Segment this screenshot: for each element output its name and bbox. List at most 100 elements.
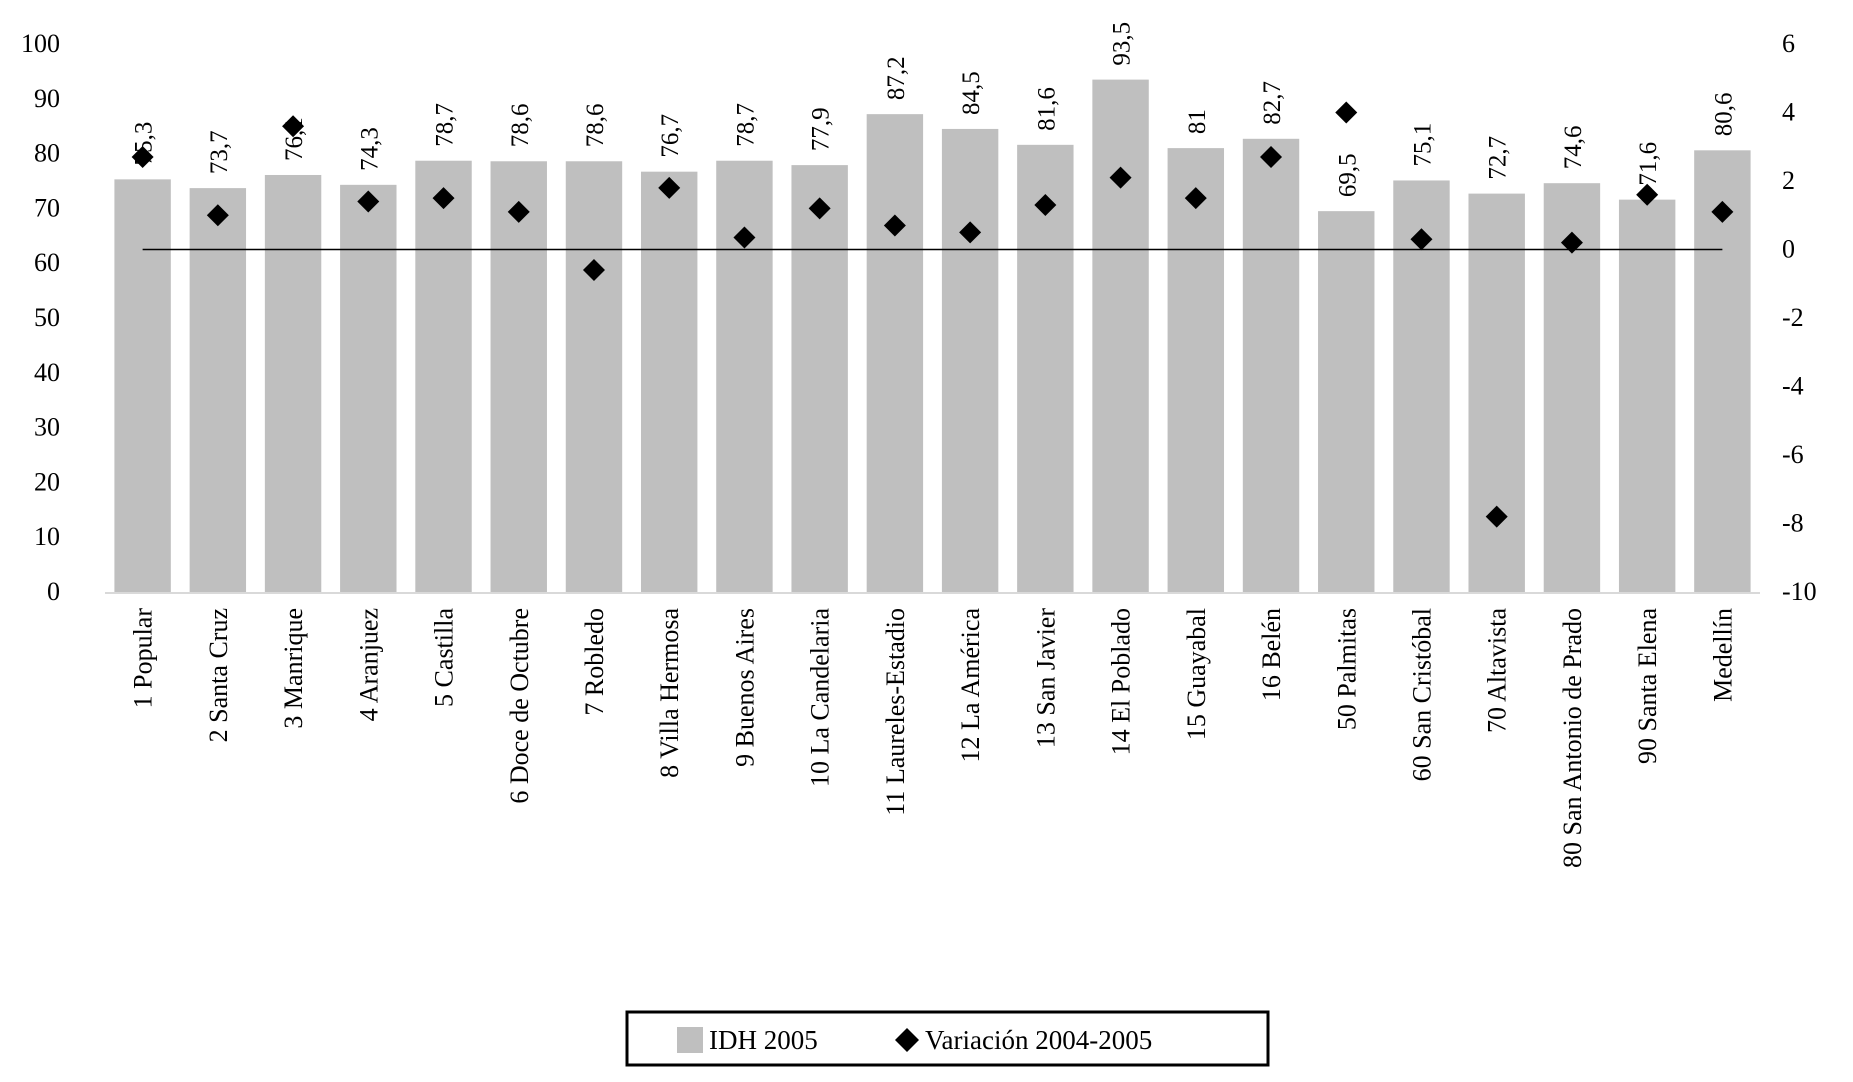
bar-data-label: 74,6 [1560,125,1587,169]
category-label: 3 Manrique [279,608,308,729]
bar-data-label: 81,6 [1033,87,1060,131]
bar-data-label: 82,7 [1259,81,1286,125]
legend-diamond-icon [895,1028,919,1052]
bar-4 [340,184,397,592]
bar-16 [1242,138,1300,592]
y2-tick-label: -6 [1782,440,1804,469]
legend: IDH 2005 Variación 2004-2005 [625,1010,1270,1067]
y-tick-label: 90 [34,84,60,113]
bar-15 [1167,148,1225,592]
bar-data-label: 78,7 [732,103,759,147]
bar-13 [1017,144,1074,592]
bar-data-label: 71,6 [1635,142,1662,186]
bar-7 [565,161,623,592]
y2-tick-label: 2 [1782,166,1795,195]
bar-9 [716,160,773,592]
diamond-marker-18 [1410,228,1433,251]
diamond-marker-20 [1560,231,1583,254]
y2-tick-label: -2 [1782,303,1804,332]
legend-bar-swatch [677,1027,703,1053]
diamond-marker-21 [1636,183,1659,206]
legend-label-variacion: Variación 2004-2005 [925,1025,1152,1055]
bar-19 [1468,193,1525,592]
bar-data-label: 69,5 [1334,153,1361,197]
legend-box [625,1010,1270,1067]
category-label: 9 Buenos Aires [730,608,759,767]
category-label: 8 Villa Hermosa [655,608,684,778]
bar-21 [1618,199,1676,592]
bar-10 [791,165,848,592]
category-label: 90 Santa Elena [1633,608,1662,764]
diamond-marker-12 [959,221,982,244]
y-tick-label: 80 [34,139,60,168]
diamond-marker-10 [808,197,831,220]
bar-6 [490,161,547,592]
bar-data-label: 74,3 [356,127,383,171]
y-tick-label: 50 [34,303,60,332]
bar-data-label: 75,3 [131,122,158,166]
y-tick-label: 100 [21,29,60,58]
bar-17 [1318,211,1375,592]
diamond-marker-11 [883,214,906,237]
category-label: 50 Palmitas [1332,608,1361,730]
y2-tick-label: -8 [1782,509,1804,538]
diamond-marker-22 [1711,200,1734,223]
y-tick-label: 40 [34,358,60,387]
y2-tick-label: -10 [1782,577,1817,606]
diamond-marker-17 [1335,101,1358,124]
bar-data-label: 87,2 [883,56,910,100]
bar-5 [415,160,472,592]
y-tick-label: 20 [34,467,60,496]
category-label: 4 Aranjuez [354,608,383,721]
diamond-marker-7 [582,259,605,282]
category-label: 80 San Antonio de Prado [1558,608,1587,868]
category-label: 6 Doce de Octubre [505,608,534,804]
y-tick-label: 10 [34,522,60,551]
category-label: 5 Castilla [430,608,459,707]
y-tick-label: 0 [47,577,60,606]
y2-tick-label: 4 [1782,98,1795,127]
category-label: 14 El Poblado [1107,608,1136,755]
bar-14 [1092,79,1149,593]
bar-data-label: 76,1 [281,117,308,161]
diamond-marker-9 [733,226,756,249]
bar-data-label: 80,6 [1710,93,1737,137]
diamond-marker-13 [1034,193,1057,216]
category-label: 70 Altavista [1483,608,1512,733]
bar-11 [866,114,924,593]
y-tick-label: 60 [34,248,60,277]
bar-data-label: 81 [1184,109,1211,134]
bar-data-label: 75,1 [1409,123,1436,167]
legend-label-idh: IDH 2005 [709,1025,818,1055]
category-label: 1 Popular [129,608,158,709]
y2-tick-label: 0 [1782,235,1795,264]
bar-data-label: 78,7 [432,103,459,147]
bar-3 [264,174,322,593]
diamond-marker-8 [658,176,681,199]
category-label: 11 Laureles-Estadio [881,608,910,816]
bar-data-label: 72,7 [1485,136,1512,180]
diamond-marker-1 [131,146,154,169]
diamond-marker-3 [282,115,305,138]
bar-data-label: 78,6 [582,104,609,148]
bar-data-label: 93,5 [1109,22,1136,66]
category-label: 13 San Javier [1031,608,1060,748]
diamond-marker-16 [1260,146,1283,169]
bar-data-label: 77,9 [808,107,835,151]
category-label: 10 La Candelaria [806,608,835,787]
bar-data-label: 73,7 [206,130,233,174]
bar-data-label: 84,5 [958,71,985,115]
diamond-marker-14 [1109,166,1132,189]
bar-data-label: 78,6 [507,104,534,148]
y-tick-label: 30 [34,413,60,442]
y-tick-label: 70 [34,193,60,222]
y2-tick-label: -4 [1782,372,1804,401]
category-label: 12 La América [956,608,985,763]
diamond-marker-15 [1184,187,1207,210]
diamond-marker-4 [357,190,380,213]
bar-12 [941,128,999,592]
category-label: 7 Robledo [580,608,609,716]
category-label: Medellín [1708,608,1737,702]
category-label: 2 Santa Cruz [204,608,233,742]
